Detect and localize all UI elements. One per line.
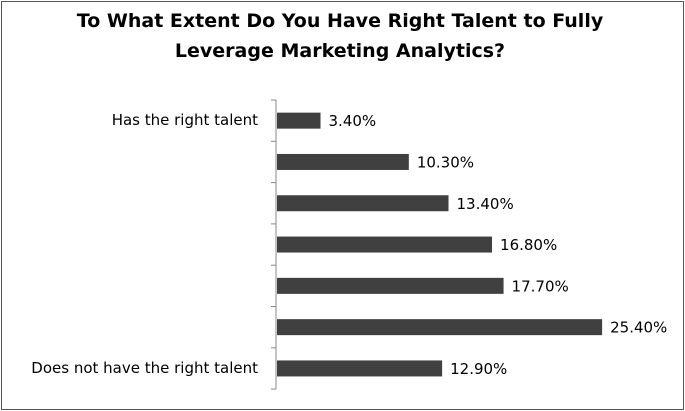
category-label: Does not have the right talent <box>31 359 258 377</box>
value-label: 10.30% <box>417 153 474 171</box>
value-label: 12.90% <box>450 360 507 378</box>
value-label: 13.40% <box>457 195 514 213</box>
bar <box>277 195 449 212</box>
bar <box>277 112 321 129</box>
chart-title: To What Extent Do You Have Right Talent … <box>76 10 604 62</box>
bar <box>277 277 504 294</box>
value-label: 16.80% <box>500 236 557 254</box>
bar <box>277 319 603 336</box>
category-label: Has the right talent <box>112 111 258 129</box>
value-label: 3.40% <box>329 112 377 130</box>
bar <box>277 153 409 170</box>
bar <box>277 360 443 377</box>
value-label: 17.70% <box>512 277 569 295</box>
bar <box>277 236 493 253</box>
value-label: 25.40% <box>610 319 667 337</box>
